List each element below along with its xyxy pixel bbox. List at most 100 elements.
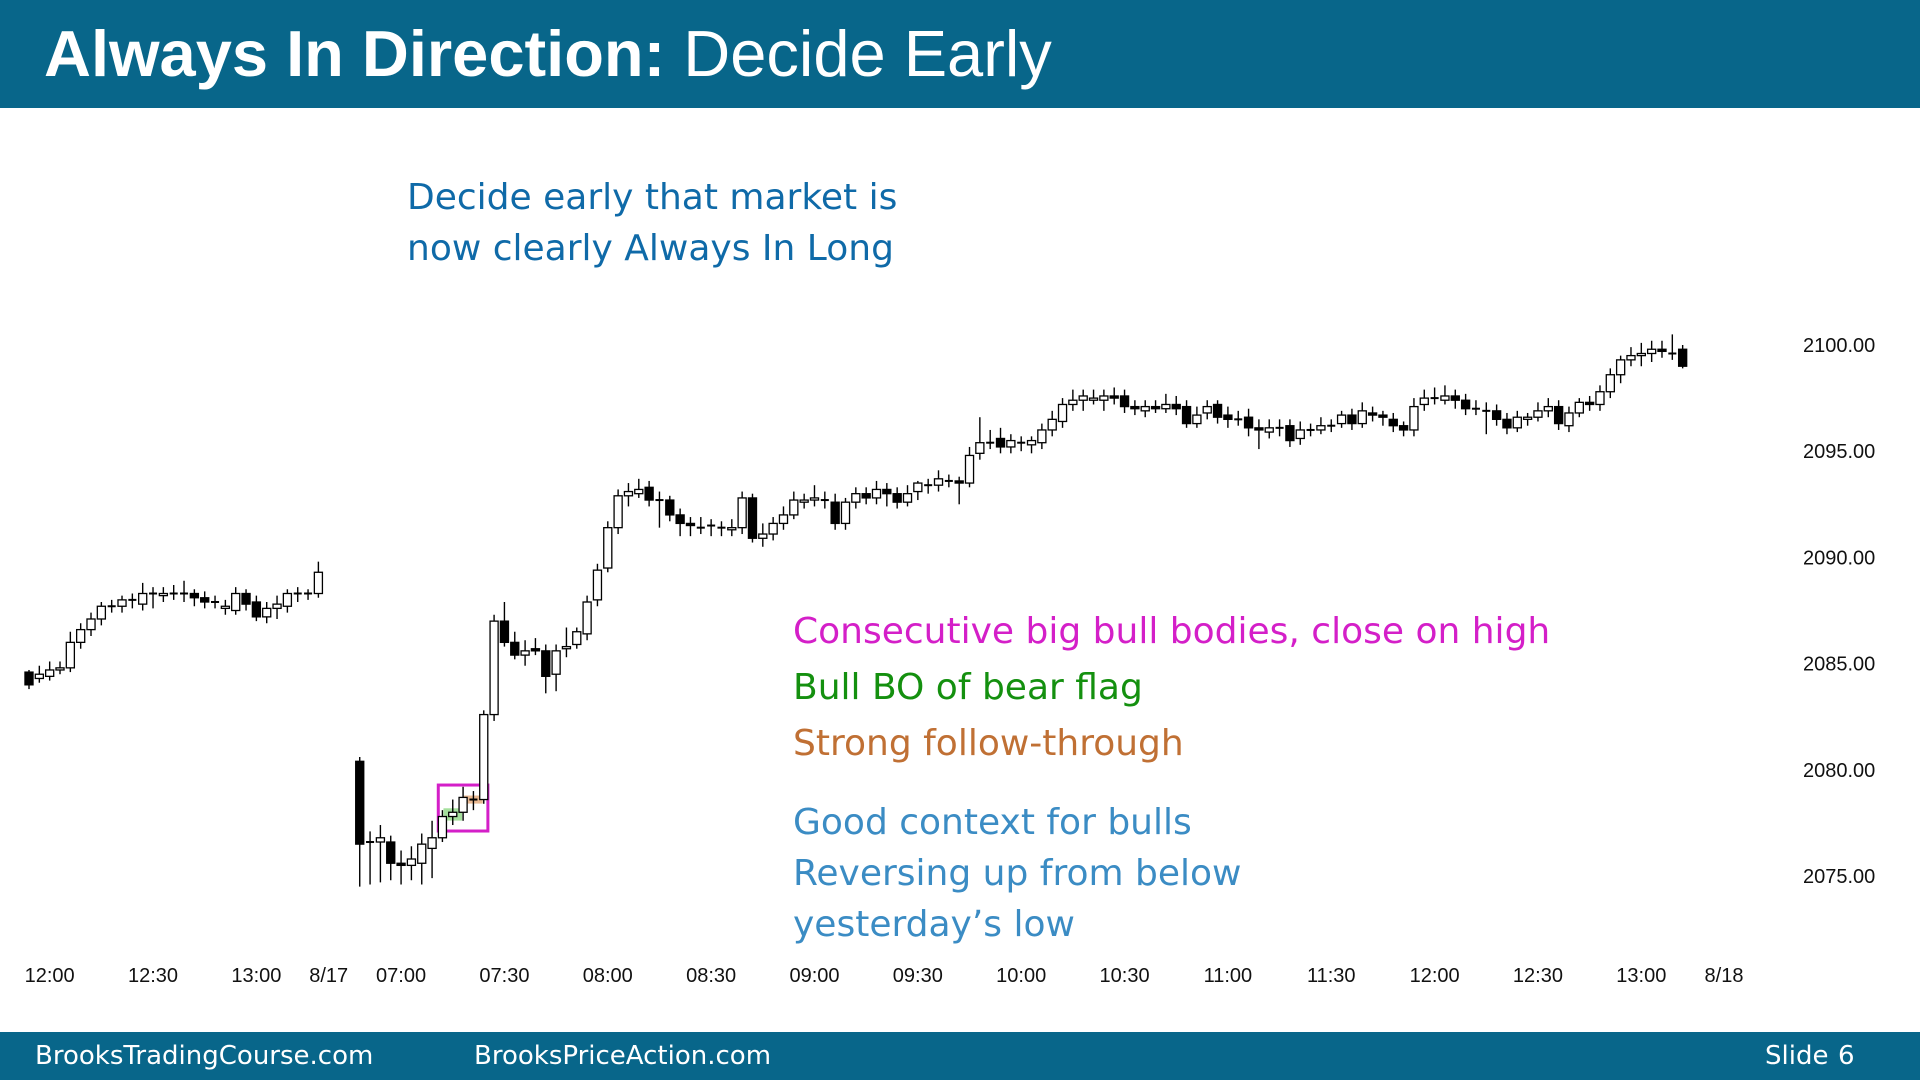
- candle-body-bull: [448, 811, 458, 818]
- candle-body-bear: [1460, 399, 1471, 410]
- candle-body-bull: [1192, 414, 1202, 425]
- candle: [1482, 402, 1491, 435]
- candle-body-bull: [582, 601, 592, 635]
- candle: [1502, 412, 1512, 435]
- candle-body-bull: [727, 527, 737, 531]
- candle-body-bull: [551, 650, 561, 675]
- candle: [469, 791, 478, 811]
- candle: [1037, 423, 1047, 450]
- x-tick-label: 12:00: [25, 965, 75, 987]
- candle: [386, 835, 396, 881]
- candle-body-bear: [1502, 418, 1512, 429]
- candle: [975, 417, 985, 460]
- candle: [1243, 408, 1254, 437]
- x-tick-label: 12:30: [128, 965, 178, 987]
- candle: [1285, 419, 1295, 447]
- candle-body-bear: [1553, 405, 1564, 425]
- candle: [75, 623, 86, 649]
- x-tick-label: 08:30: [686, 965, 736, 987]
- follow-through-note: Strong follow-through: [793, 723, 1184, 764]
- candle: [717, 521, 726, 537]
- slide-title-bold: Always In Direction:: [44, 17, 666, 90]
- candle: [44, 661, 55, 681]
- candle: [551, 644, 561, 692]
- candle: [304, 589, 313, 600]
- candle: [830, 493, 840, 530]
- candle: [995, 427, 1006, 454]
- candle: [768, 517, 778, 541]
- candle: [1057, 398, 1068, 428]
- candle-body-bear: [386, 841, 396, 864]
- candle: [158, 587, 169, 603]
- candle-body-bull: [623, 490, 634, 497]
- candle: [1026, 436, 1037, 454]
- candle: [458, 786, 468, 821]
- candle: [623, 483, 634, 507]
- candle: [675, 508, 685, 537]
- candle: [1430, 387, 1439, 405]
- candle-body-bear: [675, 514, 685, 525]
- candle-body-bear: [685, 522, 696, 527]
- top-note-line-2: now clearly Always In Long: [407, 228, 894, 269]
- candle-body-bear: [396, 862, 406, 867]
- candle-body-bull: [272, 603, 282, 610]
- candle: [169, 585, 178, 600]
- x-tick-label: 10:30: [1100, 965, 1150, 987]
- candle-body-bear: [882, 488, 892, 495]
- candle: [655, 491, 664, 528]
- consecutive-bodies-note: Consecutive big bull bodies, close on hi…: [793, 611, 1551, 652]
- candle-body-bull: [1295, 429, 1305, 440]
- candle-body-bear: [1584, 401, 1595, 406]
- candle-body-bull: [96, 605, 107, 620]
- candle-body-bear: [892, 493, 902, 503]
- candle: [758, 523, 768, 547]
- candle: [1254, 419, 1264, 450]
- candle: [117, 595, 127, 613]
- candle-body-bull: [75, 628, 86, 644]
- footer-slide-label: Slide: [1765, 1041, 1829, 1071]
- candle-body-bear: [241, 592, 251, 605]
- candle-body-bull: [871, 488, 882, 499]
- candle: [1109, 387, 1119, 405]
- candle: [417, 833, 427, 885]
- candle: [241, 589, 251, 611]
- candle: [1584, 395, 1595, 411]
- candle: [861, 487, 871, 505]
- candle-body-bull: [1409, 405, 1419, 431]
- candle-body-bear: [1285, 425, 1295, 442]
- candle-body-bull: [1522, 416, 1533, 420]
- chart-candles: [24, 334, 1688, 887]
- candle: [530, 638, 541, 656]
- candle: [189, 589, 200, 607]
- candle: [778, 506, 789, 530]
- candle: [1316, 417, 1326, 435]
- candle: [1626, 347, 1636, 367]
- candle-body-bull: [1099, 395, 1109, 401]
- candle-body-bull: [1357, 410, 1367, 425]
- x-tick-label: 13:00: [1616, 965, 1666, 987]
- candle: [1595, 385, 1605, 411]
- candle: [1161, 393, 1171, 413]
- candle: [1140, 400, 1150, 418]
- y-tick-label: 2075.00: [1803, 866, 1875, 888]
- candle: [313, 561, 324, 598]
- candle-body-bull: [758, 533, 768, 539]
- candle: [603, 521, 613, 573]
- candle-body-bear: [24, 671, 34, 686]
- x-tick-label: 13:00: [231, 965, 281, 987]
- candle: [1171, 395, 1181, 416]
- candle-body-bull: [138, 592, 148, 605]
- candle: [1130, 400, 1140, 416]
- candle: [1367, 406, 1378, 422]
- candle-body-bear: [861, 493, 871, 499]
- x-tick-label: 07:00: [376, 965, 426, 987]
- candle-body-bull: [561, 645, 572, 650]
- candle: [1512, 410, 1522, 433]
- candle-body-bull: [1564, 412, 1574, 427]
- candle: [789, 491, 799, 520]
- candle-body-bull: [313, 571, 324, 595]
- candle: [924, 478, 933, 494]
- context-note-line-3: yesterday’s low: [793, 904, 1075, 945]
- candle: [1234, 410, 1243, 426]
- candle: [1357, 402, 1367, 428]
